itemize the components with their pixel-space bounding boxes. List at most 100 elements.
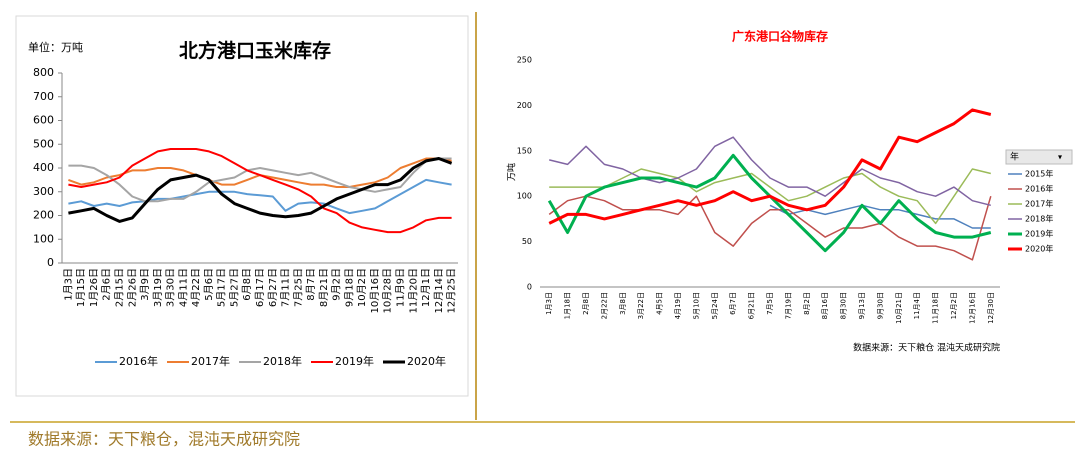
- x-tick-label: 3月9日: [139, 268, 151, 301]
- legend-label: 2020年: [407, 354, 446, 368]
- x-tick-label: 6月7日: [729, 292, 737, 315]
- legend-label: 2018年: [263, 354, 302, 368]
- legend-label: 2017年: [1025, 199, 1053, 209]
- y-tick-label: 700: [33, 90, 54, 103]
- y-label: 单位：万吨: [28, 40, 83, 54]
- y-tick-label: 150: [517, 146, 532, 155]
- x-tick-label: 6月8日: [241, 268, 253, 301]
- chart-title: 北方港口玉米库存: [179, 39, 331, 62]
- x-tick-label: 8月7日: [305, 268, 317, 301]
- x-tick-label: 7月19日: [784, 292, 792, 319]
- x-tick-label: 8月30日: [840, 292, 848, 319]
- legend-label: 2016年: [1025, 184, 1053, 194]
- x-tick-label: 4月5日: [656, 292, 664, 315]
- legend-label: 2015年: [1025, 169, 1053, 179]
- legend-label: 2020年: [1025, 244, 1053, 254]
- x-tick-label: 12月16日: [968, 292, 976, 324]
- series-line: [549, 168, 991, 225]
- x-tick-label: 2月15日: [113, 268, 125, 307]
- x-tick-label: 10月21日: [895, 292, 903, 324]
- y-tick-label: 800: [33, 66, 54, 79]
- x-tick-label: 1月15日: [75, 268, 87, 307]
- x-tick-label: 8月16日: [821, 292, 829, 319]
- x-tick-label: 11月18日: [932, 292, 940, 324]
- x-tick-label: 1月3日: [62, 268, 74, 301]
- y-tick-label: 400: [33, 161, 54, 174]
- x-tick-label: 6月27日: [267, 268, 279, 307]
- x-tick-label: 6月17日: [254, 268, 266, 307]
- x-tick-label: 11月9日: [395, 268, 407, 307]
- y-tick-label: 300: [33, 185, 54, 198]
- series-line: [68, 148, 452, 234]
- x-tick-label: 2月22日: [600, 292, 608, 319]
- x-tick-label: 7月5日: [766, 292, 774, 315]
- legend-title: 年: [1010, 151, 1019, 163]
- y-tick-label: 250: [517, 56, 532, 65]
- x-tick-label: 12月30日: [987, 292, 995, 324]
- x-tick-label: 11月20日: [407, 268, 419, 313]
- legend-filter: ▾: [1058, 153, 1062, 162]
- chart-title: 广东港口谷物库存: [732, 29, 828, 44]
- x-tick-label: 7月11日: [280, 268, 292, 307]
- x-tick-label: 5月24日: [711, 292, 719, 319]
- x-tick-label: 12月2日: [950, 292, 958, 319]
- series-line: [548, 108, 992, 225]
- series-line: [548, 195, 992, 261]
- x-tick-label: 3月19日: [152, 268, 164, 307]
- x-tick-label: 2月26日: [126, 268, 138, 307]
- x-tick-label: 4月11日: [177, 268, 189, 307]
- x-tick-label: 5月10日: [692, 292, 700, 319]
- legend-header: [1005, 149, 1073, 165]
- x-tick-label: 3月30日: [165, 268, 177, 307]
- x-tick-label: 10月28日: [382, 268, 394, 313]
- series-line: [547, 153, 992, 253]
- x-tick-label: 3月22日: [637, 292, 645, 319]
- x-tick-label: 9月18日: [343, 268, 355, 307]
- x-tick-label: 2月8日: [582, 292, 590, 315]
- legend-label: 2016年: [119, 354, 158, 368]
- legend-label: 2019年: [335, 354, 374, 368]
- legend-label: 2017年: [191, 354, 230, 368]
- x-tick-label: 3月8日: [619, 292, 627, 315]
- legend-label: 2019年: [1025, 229, 1053, 239]
- y-tick-label: 200: [33, 209, 54, 222]
- series-line: [549, 136, 991, 207]
- x-tick-label: 10月16日: [369, 268, 381, 313]
- x-tick-label: 1月26日: [88, 268, 100, 307]
- x-tick-label: 12月1日: [420, 268, 432, 307]
- x-tick-label: 5月27日: [228, 268, 240, 307]
- x-tick-label: 5月17日: [216, 268, 228, 307]
- y-tick-label: 0: [47, 256, 54, 269]
- y-tick-label: 0: [527, 283, 532, 292]
- x-tick-label: 12月25日: [446, 268, 458, 313]
- y-tick-label: 500: [33, 137, 54, 150]
- x-tick-label: 7月25日: [292, 268, 304, 307]
- x-tick-label: 12月14日: [433, 268, 445, 313]
- y-tick-label: 200: [517, 101, 532, 110]
- x-tick-label: 6月21日: [748, 292, 756, 319]
- y-tick-label: 50: [522, 237, 532, 246]
- x-tick-label: 8月21日: [318, 268, 330, 307]
- x-tick-label: 1月18日: [564, 292, 572, 319]
- y-label: 万吨: [506, 163, 518, 181]
- x-tick-label: 9月2日: [331, 268, 343, 301]
- y-tick-label: 600: [33, 114, 54, 127]
- x-tick-label: 9月30日: [876, 292, 884, 319]
- series-line: [68, 157, 452, 203]
- source: 数据来源：天下粮仓 混沌天成研究院: [853, 342, 1000, 354]
- x-tick-label: 8月2日: [803, 292, 811, 315]
- left-frame: [15, 15, 469, 397]
- legend-label: 2018年: [1025, 214, 1053, 224]
- x-tick-label: 5月6日: [203, 268, 215, 301]
- y-tick-label: 100: [517, 192, 532, 201]
- series-line: [68, 178, 452, 215]
- x-tick-label: 10月2日: [356, 268, 368, 307]
- x-tick-label: 11月4日: [913, 292, 921, 319]
- x-tick-label: 4月22日: [190, 268, 202, 307]
- footer: 数据来源：天下粮仓，混沌天成研究院: [28, 430, 300, 449]
- y-tick-label: 100: [33, 232, 54, 245]
- x-tick-label: 9月13日: [858, 292, 866, 319]
- series-line: [68, 157, 453, 223]
- x-tick-label: 2月6日: [101, 268, 113, 301]
